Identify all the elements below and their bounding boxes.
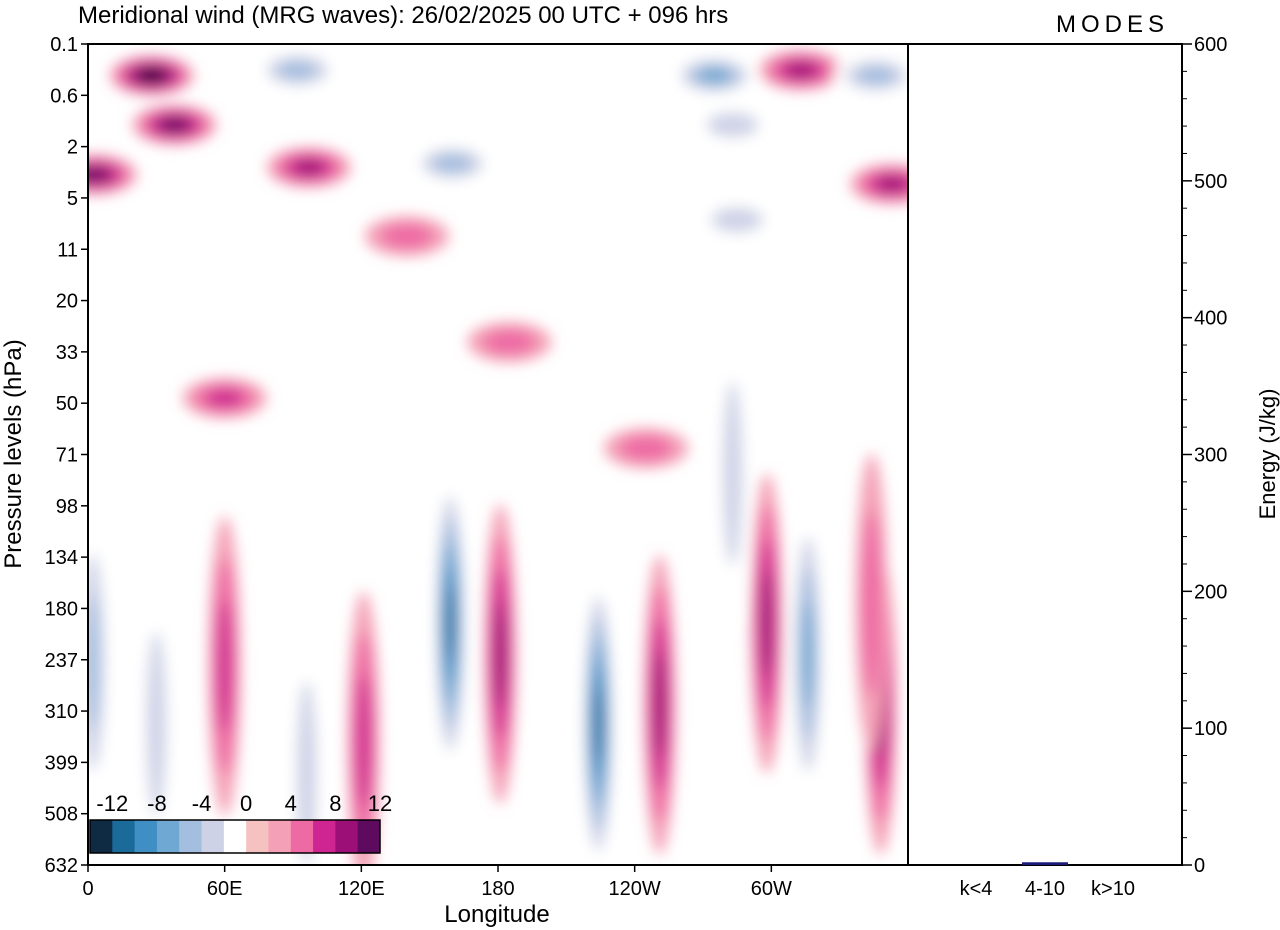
heatmap-x-tick-label: 60E [207,878,243,900]
wind-anomaly-24 [834,55,908,96]
colorbar-label: 4 [285,791,297,816]
wind-anomaly-17 [132,104,217,145]
colorbar-swatch [357,820,381,853]
heatmap-y-tick-label: 237 [45,650,78,672]
heatmap-x-tick-label: 0 [82,878,93,900]
wind-anomaly-26 [690,104,775,145]
wind-anomaly-14 [716,323,749,624]
heatmap-x-label: Longitude [444,901,549,928]
wind-anomaly-29 [364,216,449,257]
energy-y-tick-label: 400 [1194,308,1227,330]
heatmap-panel: -12 -8 -4 0 4 8 12 0.1 0.6 2 5 11 20 33 50 71 98 134 180 2… [0,34,909,928]
wind-anomaly-10 [140,573,173,865]
heatmap-y-tick-label: 0.1 [50,34,78,56]
energy-y-label: Energy (J/kg) [1255,389,1280,520]
colorbar-swatch [268,820,292,853]
energy-y-tick-label: 300 [1194,445,1227,467]
wind-anomaly-11 [208,516,241,817]
colorbar-label: -12 [96,791,128,816]
energy-bar [1022,862,1068,865]
heatmap-y-tick-label: 310 [45,701,78,723]
wind-anomaly-5 [791,504,824,805]
heatmap-y-tick-label: 399 [45,752,78,774]
heatmap-y-tick-label: 0.6 [50,85,78,107]
colorbar-swatch [112,820,136,853]
wind-anomaly-9 [88,512,109,813]
wind-anomaly-21 [410,143,495,184]
energy-y-tick-label: 600 [1194,34,1227,56]
heatmap-x-tick-label: 60W [751,878,792,900]
wind-anomaly-19 [266,147,351,188]
colorbar: -12 -8 -4 0 4 8 12 [89,791,392,854]
wind-anomaly-31 [604,428,689,469]
energy-bar [953,864,999,865]
wind-anomaly-30 [467,322,552,363]
wind-anomaly-4 [347,591,380,865]
wind-anomaly-15 [182,378,267,419]
wind-anomaly-6 [750,473,783,774]
wind-anomaly-25 [850,164,908,205]
wind-anomaly-18 [88,154,137,195]
colorbar-label: -8 [147,791,167,816]
heatmap-y-tick-label: 33 [56,342,78,364]
colorbar-swatch [156,820,180,853]
wind-anomaly-23 [758,50,843,91]
heatmap-x-tick-label: 120E [338,878,385,900]
energy-x-tick-label: k<4 [960,878,993,900]
energy-panel: 0 100 200 300 400 500 600 k<4 4-10 k>10 Energy (… [907,34,1280,900]
colorbar-swatch [246,820,269,853]
heatmap-y-tick-label: 71 [56,445,78,467]
colorbar-swatch [335,820,359,853]
energy-x-tick-label: k>10 [1091,878,1135,900]
heatmap-y-tick-label: 508 [45,804,78,826]
wind-anomaly-8 [855,453,888,754]
wind-anomaly-20 [255,50,340,91]
colorbar-label: 12 [368,791,392,816]
energy-y-tick-label: 500 [1194,171,1227,193]
energy-y-tick-label: 100 [1194,718,1227,740]
colorbar-swatch [201,820,225,853]
energy-y-tick-label: 0 [1194,855,1205,877]
energy-x-tick-label: 4-10 [1025,878,1065,900]
heatmap-y-tick-label: 98 [56,496,78,518]
energy-y-tick-label: 200 [1194,581,1227,603]
heatmap-x-tick-label: 120W [609,878,661,900]
colorbar-swatch [134,820,158,853]
colorbar-swatch [290,820,314,853]
wind-anomaly-12 [290,623,323,865]
energy-bar [1090,864,1136,865]
chart-title: Meridional wind (MRG waves): 26/02/2025 … [78,2,728,29]
wind-anomaly-13 [538,669,571,865]
heatmap-y-tick-label: 11 [57,239,78,261]
wind-anomaly-27 [695,199,780,240]
wind-anomaly-16 [109,55,194,96]
heatmap-y-tick-label: 180 [45,598,78,620]
heatmap-y-tick-label: 20 [56,291,78,313]
colorbar-swatch [223,820,247,853]
wind-anomaly-2 [582,573,615,865]
wind-anomaly-22 [672,55,757,96]
heatmap-y-tick-label: 5 [67,188,78,210]
colorbar-swatch [90,820,113,853]
colorbar-label: 0 [240,791,252,816]
heatmap-y-tick-label: 2 [67,137,78,159]
colorbar-label: -4 [192,791,212,816]
heatmap-y-tick-label: 50 [56,393,78,415]
heatmap-x-tick-label: 180 [481,878,514,900]
heatmap-y-tick-label: 632 [45,855,78,877]
colorbar-label: 8 [329,791,341,816]
heatmap-y-tick-label: 134 [45,547,78,569]
colorbar-swatch [179,820,203,853]
modes-logo: MODES [1056,11,1169,38]
wind-anomaly-3 [643,554,676,855]
wind-anomaly-28 [262,243,347,284]
wind-anomaly-0 [434,473,467,774]
heatmap-y-label: Pressure levels (hPa) [0,339,27,568]
colorbar-swatch [313,820,336,853]
wind-anomaly-1 [484,504,517,805]
